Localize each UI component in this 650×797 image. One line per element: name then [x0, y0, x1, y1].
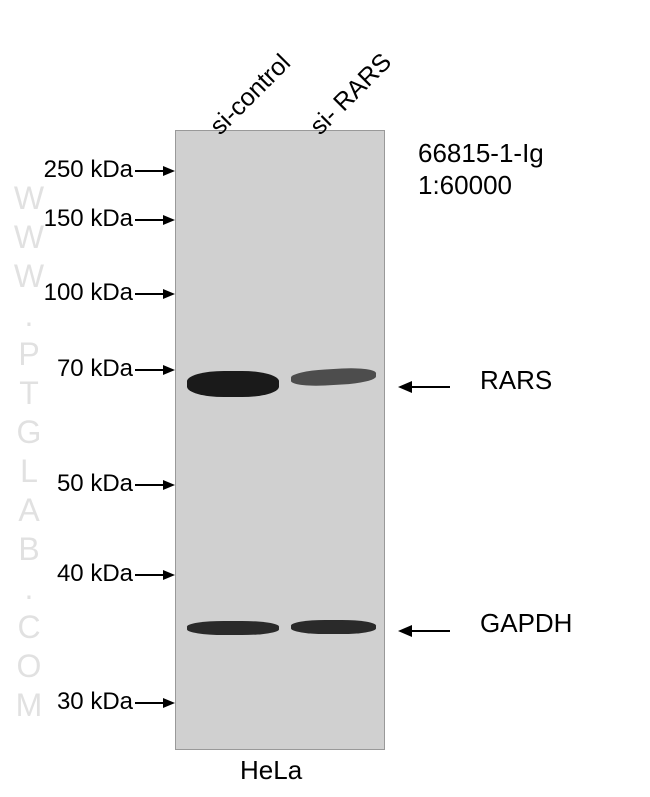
mw-label-40: 40 kDa: [57, 560, 133, 587]
mw-marker-250: 250 kDa: [10, 156, 175, 184]
mw-label-100: 100 kDa: [44, 279, 133, 306]
band-rars-lane1: [187, 371, 279, 397]
mw-marker-100: 100 kDa: [10, 279, 175, 307]
western-blot-figure: WWW.PTGLAB.COM si-control si- RARS 250 k…: [0, 0, 650, 797]
mw-marker-50: 50 kDa: [10, 470, 175, 498]
band-gapdh-lane2: [291, 620, 376, 634]
lane-label-rars: si- RARS: [304, 48, 397, 141]
mw-label-70: 70 kDa: [57, 355, 133, 382]
mw-marker-70: 70 kDa: [10, 355, 175, 383]
product-dilution: 1:60000: [418, 170, 512, 201]
rars-label: RARS: [480, 365, 552, 396]
band-gapdh-lane1: [187, 621, 279, 635]
band-rars-lane2: [291, 367, 376, 387]
mw-label-50: 50 kDa: [57, 470, 133, 497]
mw-marker-30: 30 kDa: [10, 688, 175, 716]
mw-label-150: 150 kDa: [44, 205, 133, 232]
cell-line-label: HeLa: [240, 755, 302, 786]
rars-band-pointer: [398, 378, 450, 396]
mw-marker-150: 150 kDa: [10, 205, 175, 233]
mw-marker-40: 40 kDa: [10, 560, 175, 588]
gapdh-label: GAPDH: [480, 608, 572, 639]
gapdh-band-pointer: [398, 622, 450, 640]
blot-membrane: [175, 130, 385, 750]
mw-label-250: 250 kDa: [44, 156, 133, 183]
lane-label-control: si-control: [204, 49, 296, 141]
product-id: 66815-1-Ig: [418, 138, 544, 169]
watermark: WWW.PTGLAB.COM: [10, 180, 47, 726]
mw-label-30: 30 kDa: [57, 688, 133, 715]
